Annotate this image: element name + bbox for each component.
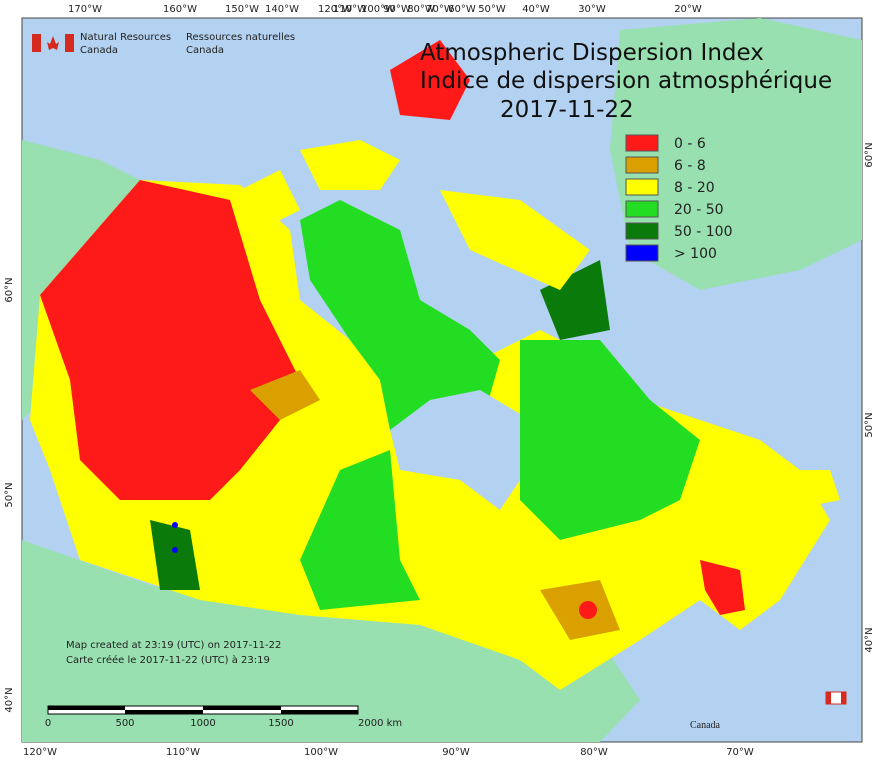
- legend-swatch: [625, 222, 659, 240]
- legend-label: 20 - 50: [674, 202, 724, 218]
- latitude-label: 50°N: [864, 412, 875, 437]
- legend-label: 50 - 100: [674, 224, 733, 240]
- longitude-label: 30°W: [578, 4, 606, 15]
- longitude-label: 170°W: [68, 4, 102, 15]
- longitude-label: 40°W: [522, 4, 550, 15]
- longitude-label: 70°W: [426, 4, 454, 15]
- scale-label: 2000 km: [358, 718, 402, 729]
- greenland: [610, 18, 862, 290]
- agency: Natural Resources Canada Ressources natu…: [32, 32, 295, 56]
- longitude-label: 120°W: [23, 747, 57, 758]
- longitude-label: 70°W: [726, 747, 754, 758]
- wordmark-flag: [841, 692, 846, 704]
- right-latitudes: 60°N 50°N 40°N: [864, 142, 875, 652]
- longitude-label: 80°W: [407, 4, 435, 15]
- bottom-longitudes: 120°W 110°W 100°W 90°W 80°W 70°W: [23, 747, 754, 758]
- scale-bar-segment: [48, 706, 125, 710]
- agency-text: Natural Resources: [80, 32, 171, 43]
- legend-swatch: [625, 178, 659, 196]
- region-blue: [172, 522, 178, 528]
- longitude-label: 110°W: [333, 4, 367, 15]
- scale-label: 0: [45, 718, 51, 729]
- latitude-label: 50°N: [4, 482, 15, 507]
- legend-swatch: [625, 134, 659, 152]
- longitude-label: 20°W: [674, 4, 702, 15]
- note: Carte créée le 2017-11-22 (UTC) à 23:19: [66, 654, 270, 666]
- scale-bar: 0 500 1000 1500 2000 km: [45, 705, 402, 729]
- scale-bar-segment: [203, 706, 281, 710]
- latitude-label: 60°N: [4, 277, 15, 302]
- region-green: [300, 450, 420, 610]
- wordmark-flag: [826, 692, 831, 704]
- maple-leaf: [47, 36, 59, 50]
- region-dark-green: [540, 260, 610, 340]
- agency-text: Canada: [80, 45, 118, 56]
- legend-label: 6 - 8: [674, 158, 706, 174]
- hudson-bay: [390, 390, 530, 510]
- flag-bar: [32, 34, 41, 52]
- scale-bar-segment: [281, 710, 358, 714]
- title-date: 2017-11-22: [500, 97, 634, 123]
- legend: 0 - 6 6 - 8 8 - 20 20 - 50 50 - 100 > 100: [625, 134, 733, 262]
- region-red: [40, 180, 300, 500]
- longitude-label: 50°W: [478, 4, 506, 15]
- scale-label: 1500: [268, 718, 293, 729]
- longitude-label: 90°W: [383, 4, 411, 15]
- left-latitudes: 60°N 50°N 40°N: [4, 277, 15, 712]
- legend-label: > 100: [674, 246, 717, 262]
- latitude-label: 60°N: [864, 142, 875, 167]
- longitude-label: 110°W: [166, 747, 200, 758]
- island: [440, 190, 590, 290]
- longitude-label: 120°W: [318, 4, 352, 15]
- map-frame: [21, 17, 863, 743]
- title: Indice de dispersion atmosphérique: [420, 68, 832, 94]
- longitude-label: 100°W: [304, 747, 338, 758]
- agency-text: Ressources naturelles: [186, 32, 295, 43]
- scale-label: 1000: [190, 718, 215, 729]
- longitude-label: 150°W: [225, 4, 259, 15]
- newfoundland: [760, 470, 840, 510]
- longitude-label: 140°W: [265, 4, 299, 15]
- legend-swatch: [625, 156, 659, 174]
- island: [300, 140, 400, 190]
- region-orange: [250, 370, 320, 420]
- longitude-label: 90°W: [442, 747, 470, 758]
- note: Map created at 23:19 (UTC) on 2017-11-22: [66, 640, 281, 651]
- island: [240, 170, 300, 230]
- region-red: [579, 601, 597, 619]
- wordmark: Canada: [690, 720, 721, 731]
- longitude-label: 100°W: [361, 4, 395, 15]
- scale-label: 500: [115, 718, 134, 729]
- region-green: [520, 340, 700, 540]
- legend-swatch: [625, 200, 659, 218]
- latitude-label: 40°N: [864, 627, 875, 652]
- legend-label: 0 - 6: [674, 136, 706, 152]
- longitude-label: 80°W: [580, 747, 608, 758]
- ellesmere: [390, 40, 470, 120]
- latitude-label: 40°N: [4, 687, 15, 712]
- flag-bar: [65, 34, 74, 52]
- region-blue: [172, 547, 178, 553]
- region-green: [300, 200, 500, 430]
- maritimes: [700, 560, 745, 615]
- longitude-label: 60°W: [448, 4, 476, 15]
- scale-bar-segment: [125, 710, 203, 714]
- top-longitudes: 170°W 160°W 150°W 140°W 120°W110°W100°W90°W8…: [68, 4, 702, 15]
- longitude-label: 160°W: [163, 4, 197, 15]
- legend-label: 8 - 20: [674, 180, 715, 196]
- agency-text: Canada: [186, 45, 224, 56]
- legend-swatch: [625, 244, 659, 262]
- region-dark-green: [150, 520, 200, 590]
- title: Atmospheric Dispersion Index: [420, 40, 764, 66]
